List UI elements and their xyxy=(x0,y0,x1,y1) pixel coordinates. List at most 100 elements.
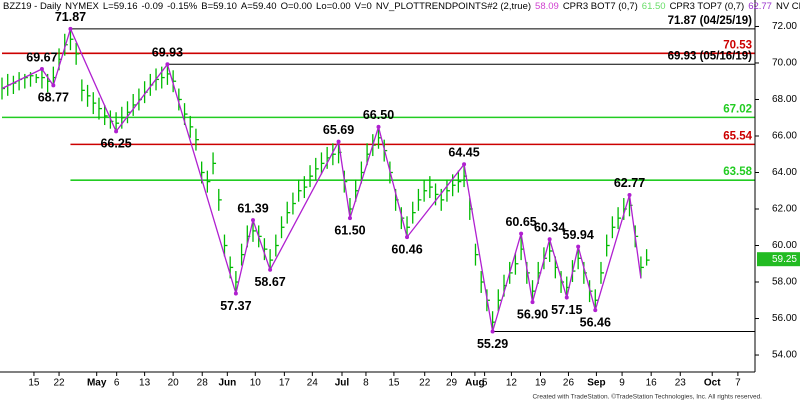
x-tick-label: 22 xyxy=(419,378,431,389)
pivot-label: 71.87 xyxy=(55,10,86,24)
pivot-dot xyxy=(251,218,255,223)
header-item: V=0 xyxy=(355,1,372,12)
pivot-dot xyxy=(336,139,341,144)
level-label: 70.53 xyxy=(723,39,752,51)
pivot-dot xyxy=(376,124,381,129)
header-item: L=59.16 xyxy=(103,1,138,12)
x-tick-label: 7 xyxy=(735,378,741,389)
header-item: NV_PLOTTRENDPOINTS#2 (2,true) xyxy=(376,1,531,12)
pivot-label: 68.77 xyxy=(38,91,69,105)
header-item: CPR3 BOT7 (0,7) xyxy=(563,1,638,12)
x-tick-label: 24 xyxy=(307,378,319,389)
pivot-dot xyxy=(233,291,238,296)
pivot-label: 62.77 xyxy=(614,176,645,190)
pivot-dot xyxy=(530,300,535,305)
header-item: 62.77 xyxy=(748,1,772,12)
x-tick-label: 23 xyxy=(675,378,687,389)
x-tick-label: Sep xyxy=(587,378,605,389)
pivot-label: 57.37 xyxy=(220,299,251,313)
level-label: 63.58 xyxy=(723,166,752,178)
pivot-label: 61.39 xyxy=(237,201,268,215)
pivot-label: 60.34 xyxy=(534,221,565,235)
level-label: 67.02 xyxy=(723,103,752,115)
last-price-label: 59.25 xyxy=(772,254,797,265)
x-tick-label: 29 xyxy=(446,378,458,389)
header-item: BZZ19 - Daily xyxy=(3,1,61,12)
header-item: NV CL (2,false xyxy=(776,1,800,12)
header-item: NYMEX xyxy=(65,1,99,12)
x-tick-label: 17 xyxy=(279,378,291,389)
y-tick-label: 72.00 xyxy=(772,21,797,32)
pivot-label: 60.46 xyxy=(391,242,422,256)
pivot-dot xyxy=(593,308,598,313)
y-tick-label: 68.00 xyxy=(772,94,797,105)
x-tick-label: Aug xyxy=(465,378,484,389)
x-tick-label: 16 xyxy=(646,378,658,389)
level-label: 69.93 (05/16/19) xyxy=(668,50,753,62)
x-tick-label: 22 xyxy=(53,378,65,389)
pivot-dot xyxy=(405,235,410,240)
y-tick-label: 62.00 xyxy=(772,204,797,215)
pivot-dot xyxy=(114,129,119,134)
pivot-dot xyxy=(39,66,44,71)
x-tick-label: 12 xyxy=(506,378,518,389)
header-item: -0.09 xyxy=(141,1,163,12)
pivot-dot xyxy=(627,192,632,197)
header-item: 61.50 xyxy=(642,1,666,12)
pivot-label: 65.69 xyxy=(323,123,354,137)
pivot-label: 64.45 xyxy=(448,146,479,160)
pivot-label: 58.67 xyxy=(254,275,285,289)
header-item: A=59.40 xyxy=(241,1,277,12)
pivot-label: 69.93 xyxy=(152,46,183,60)
pivot-label: 55.29 xyxy=(477,337,508,351)
pivot-label: 69.67 xyxy=(26,50,57,64)
pivot-dot xyxy=(564,295,569,300)
x-tick-label: 15 xyxy=(28,378,40,389)
x-tick-label: May xyxy=(87,378,107,389)
header-item: B=59.10 xyxy=(201,1,237,12)
pivot-label: 66.25 xyxy=(100,137,131,151)
header: BZZ19 - Daily NYMEX L=59.16 -0.09 -0.15% B=59… xyxy=(3,1,800,12)
x-tick-label: Jun xyxy=(218,378,236,389)
y-tick-label: 56.00 xyxy=(772,313,797,324)
y-tick-label: 60.00 xyxy=(772,240,797,251)
x-tick-label: 19 xyxy=(535,378,547,389)
x-tick-label: 5 xyxy=(482,378,488,389)
y-tick-label: 70.00 xyxy=(772,58,797,69)
header-item: Lo=0.00 xyxy=(316,1,351,12)
y-tick-label: 54.00 xyxy=(772,350,797,361)
pivot-label: 56.90 xyxy=(517,307,548,321)
pivot-dot xyxy=(462,162,467,167)
level-label: 71.87 (04/25/19) xyxy=(668,15,753,27)
x-tick-label: 15 xyxy=(388,378,400,389)
pivot-label: 60.65 xyxy=(505,215,536,229)
x-tick-label: 28 xyxy=(197,378,209,389)
y-tick-label: 64.00 xyxy=(772,167,797,178)
x-tick-label: 8 xyxy=(363,378,369,389)
header-item: -0.15% xyxy=(167,1,198,12)
x-tick-label: 26 xyxy=(563,378,575,389)
x-tick-label: 20 xyxy=(168,378,180,389)
x-tick-label: 9 xyxy=(619,378,625,389)
pivot-label: 56.46 xyxy=(580,315,611,329)
header-item: O=0.00 xyxy=(281,1,312,12)
x-tick-label: Jul xyxy=(335,378,350,389)
header-item: CPR3 TOP7 (0,7) xyxy=(670,1,745,12)
pivot-dot xyxy=(347,216,352,221)
pivot-label: 61.50 xyxy=(334,223,365,237)
pivot-label: 57.15 xyxy=(551,303,582,317)
y-tick-label: 66.00 xyxy=(772,131,797,142)
pivot-dot xyxy=(51,83,56,88)
pivot-label: 59.94 xyxy=(563,228,594,242)
header-item: 58.09 xyxy=(535,1,559,12)
x-tick-label: Oct xyxy=(704,378,721,389)
pivot-dot xyxy=(519,231,524,236)
pivot-dot xyxy=(68,26,73,31)
pivot-label: 66.50 xyxy=(363,108,394,122)
pivot-dot xyxy=(490,329,495,334)
pivot-dot xyxy=(268,267,273,272)
pivot-dot xyxy=(576,244,581,249)
x-tick-label: 10 xyxy=(250,378,262,389)
